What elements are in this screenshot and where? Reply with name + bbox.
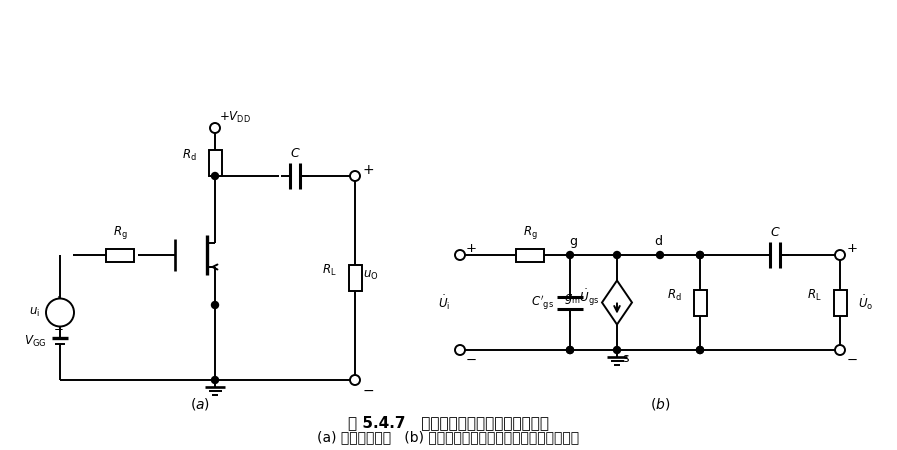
Circle shape [46, 298, 74, 327]
Text: $R_{\rm g}$: $R_{\rm g}$ [113, 224, 127, 241]
Text: 图 5.4.7   单管共源放大电路及其等效电路: 图 5.4.7 单管共源放大电路及其等效电路 [347, 415, 548, 430]
Bar [208, 150, 222, 176]
Circle shape [835, 250, 845, 260]
Text: $\rm s$: $\rm s$ [622, 352, 630, 365]
Circle shape [696, 346, 703, 354]
Circle shape [567, 252, 573, 258]
Text: $V_{\rm GG}$: $V_{\rm GG}$ [24, 334, 46, 349]
Text: $+$: $+$ [465, 242, 476, 255]
Text: $+$: $+$ [53, 293, 64, 306]
Circle shape [567, 346, 573, 354]
Text: (a) 共源放大电路   (b) 适应于频率从零到无穷大的交流等效电路: (a) 共源放大电路 (b) 适应于频率从零到无穷大的交流等效电路 [317, 430, 579, 444]
Bar [106, 248, 134, 261]
Text: $(a)$: $(a)$ [190, 396, 210, 411]
Circle shape [212, 377, 219, 383]
Text: $-$: $-$ [53, 320, 64, 333]
Text: $+$: $+$ [362, 163, 374, 177]
Bar [516, 248, 544, 261]
Circle shape [212, 302, 219, 309]
Text: $-$: $-$ [465, 353, 476, 366]
Text: $-$: $-$ [362, 383, 374, 397]
Circle shape [212, 172, 219, 180]
Text: $C'_{\rm gs}$: $C'_{\rm gs}$ [531, 293, 554, 312]
Circle shape [350, 171, 360, 181]
Text: $-$: $-$ [846, 353, 858, 366]
Circle shape [835, 345, 845, 355]
Circle shape [455, 250, 465, 260]
Text: $\dot{U}_{\rm i}$: $\dot{U}_{\rm i}$ [438, 293, 450, 312]
Circle shape [210, 123, 220, 133]
Text: $C$: $C$ [770, 226, 780, 239]
Circle shape [455, 345, 465, 355]
Text: $\dot{U}_{\rm o}$: $\dot{U}_{\rm o}$ [858, 293, 874, 312]
Text: $R_{\rm L}$: $R_{\rm L}$ [807, 288, 822, 302]
Text: $R_{\rm d}$: $R_{\rm d}$ [667, 288, 682, 302]
Text: $+$: $+$ [846, 242, 858, 255]
Text: $u_{\rm i}$: $u_{\rm i}$ [29, 306, 40, 319]
Circle shape [696, 252, 703, 258]
Text: $R_{\rm g}$: $R_{\rm g}$ [523, 224, 537, 241]
Bar [693, 289, 707, 315]
Text: $\rm g$: $\rm g$ [569, 236, 578, 250]
Circle shape [696, 346, 703, 354]
Circle shape [614, 346, 621, 354]
Text: $C$: $C$ [290, 147, 300, 160]
Bar [833, 289, 847, 315]
Text: $+V_{\rm DD}$: $+V_{\rm DD}$ [219, 110, 251, 125]
Text: $R_{\rm d}$: $R_{\rm d}$ [182, 148, 197, 163]
Bar [349, 265, 361, 291]
Circle shape [614, 252, 621, 258]
Circle shape [350, 375, 360, 385]
Text: $g_{\rm m}\dot{U}_{\rm gs}$: $g_{\rm m}\dot{U}_{\rm gs}$ [564, 287, 600, 308]
Text: $u_{\rm O}$: $u_{\rm O}$ [363, 269, 379, 282]
Text: $R_{\rm L}$: $R_{\rm L}$ [322, 263, 337, 278]
Circle shape [657, 252, 664, 258]
Circle shape [696, 252, 703, 258]
Text: $\rm d$: $\rm d$ [654, 234, 663, 248]
Text: $(b)$: $(b)$ [649, 396, 670, 411]
Circle shape [567, 346, 573, 354]
